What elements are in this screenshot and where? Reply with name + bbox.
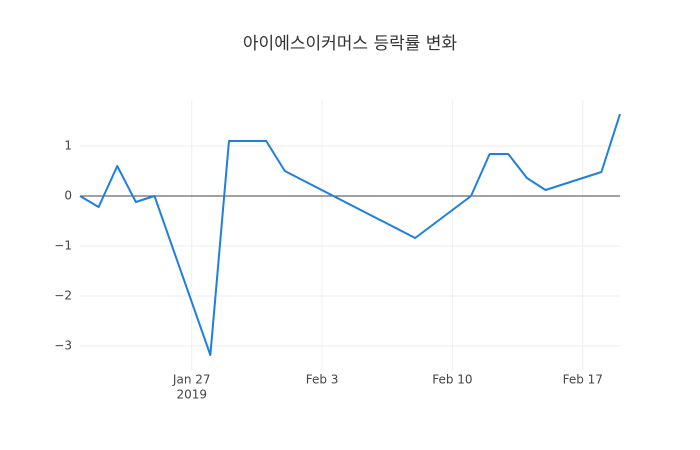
- x-tick-label: Feb 17: [563, 373, 603, 387]
- y-tick-label: −1: [54, 239, 72, 253]
- y-tick-label: 1: [64, 139, 72, 153]
- chart-title: 아이에스이커머스 등락률 변화: [243, 34, 457, 54]
- x-tick-label: Feb 3: [306, 373, 339, 387]
- x-tick-label: Feb 10: [432, 373, 472, 387]
- x-tick-label: Jan 27: [172, 373, 211, 387]
- y-tick-label: −2: [54, 289, 72, 303]
- x-tick-label: 2019: [176, 388, 207, 402]
- y-tick-label: 0: [64, 189, 72, 203]
- y-tick-label: −3: [54, 339, 72, 353]
- data-line: [79, 113, 621, 356]
